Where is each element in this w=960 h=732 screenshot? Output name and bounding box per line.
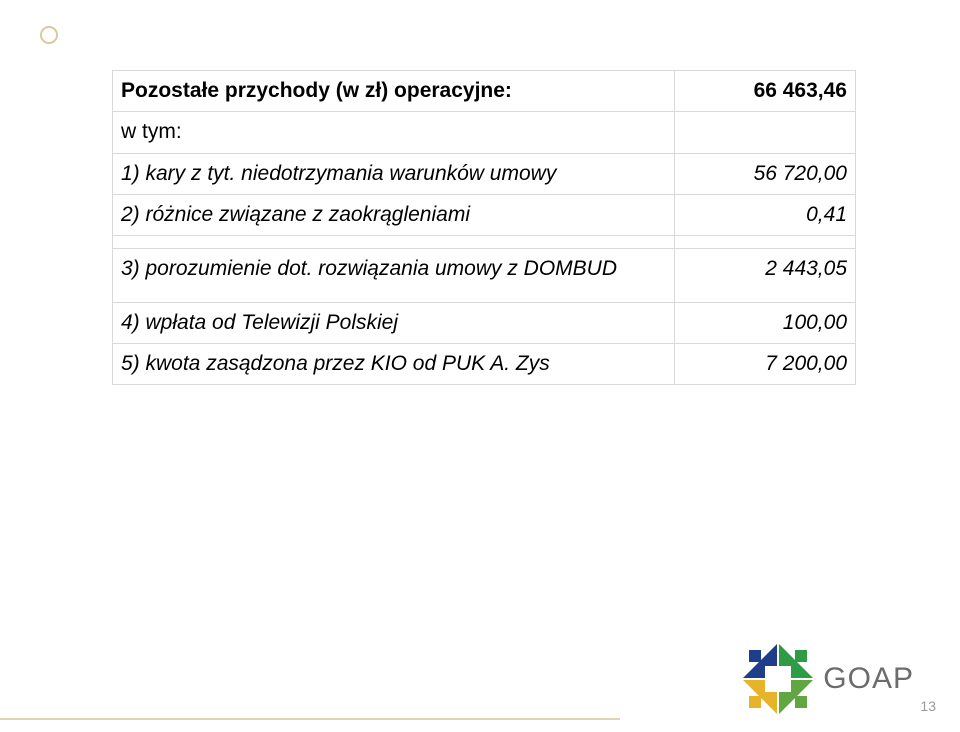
table-row: w tym: bbox=[113, 112, 856, 153]
row-value: 56 720,00 bbox=[675, 153, 856, 194]
revenue-table-body: Pozostałe przychody (w zł) operacyjne:66… bbox=[113, 71, 856, 385]
row-label: Pozostałe przychody (w zł) operacyjne: bbox=[113, 71, 675, 112]
row-label: 4) wpłata od Telewizji Polskiej bbox=[113, 302, 675, 343]
row-value: 7 200,00 bbox=[675, 344, 856, 385]
table-row: 5) kwota zasądzona przez KIO od PUK A. Z… bbox=[113, 344, 856, 385]
row-value bbox=[675, 112, 856, 153]
table-row: Pozostałe przychody (w zł) operacyjne:66… bbox=[113, 71, 856, 112]
row-label: w tym: bbox=[113, 112, 675, 153]
logo-arrow-br bbox=[779, 680, 813, 714]
logo-text: GOAP bbox=[823, 662, 914, 696]
decorative-ring bbox=[40, 26, 58, 44]
row-label: 3) porozumienie dot. rozwiązania umowy z… bbox=[113, 249, 675, 302]
table-row: 1) kary z tyt. niedotrzymania warunków u… bbox=[113, 153, 856, 194]
revenue-table: Pozostałe przychody (w zł) operacyjne:66… bbox=[112, 70, 856, 385]
row-label: 2) różnice związane z zaokrągleniami bbox=[113, 195, 675, 236]
logo-arrow-tr bbox=[779, 644, 813, 678]
row-label: 5) kwota zasądzona przez KIO od PUK A. Z… bbox=[113, 344, 675, 385]
row-value: 100,00 bbox=[675, 302, 856, 343]
logo-arrow-tl bbox=[743, 644, 777, 678]
table-row: 3) porozumienie dot. rozwiązania umowy z… bbox=[113, 249, 856, 302]
row-value: 2 443,05 bbox=[675, 249, 856, 302]
table-gap bbox=[113, 236, 856, 249]
row-value: 66 463,46 bbox=[675, 71, 856, 112]
page-number: 13 bbox=[920, 698, 936, 714]
footer-line bbox=[0, 718, 620, 720]
row-label: 1) kary z tyt. niedotrzymania warunków u… bbox=[113, 153, 675, 194]
logo-mark bbox=[743, 644, 813, 714]
table-row: 2) różnice związane z zaokrągleniami0,41 bbox=[113, 195, 856, 236]
goap-logo: GOAP bbox=[743, 644, 914, 714]
row-value: 0,41 bbox=[675, 195, 856, 236]
table-row: 4) wpłata od Telewizji Polskiej100,00 bbox=[113, 302, 856, 343]
logo-arrow-bl bbox=[743, 680, 777, 714]
